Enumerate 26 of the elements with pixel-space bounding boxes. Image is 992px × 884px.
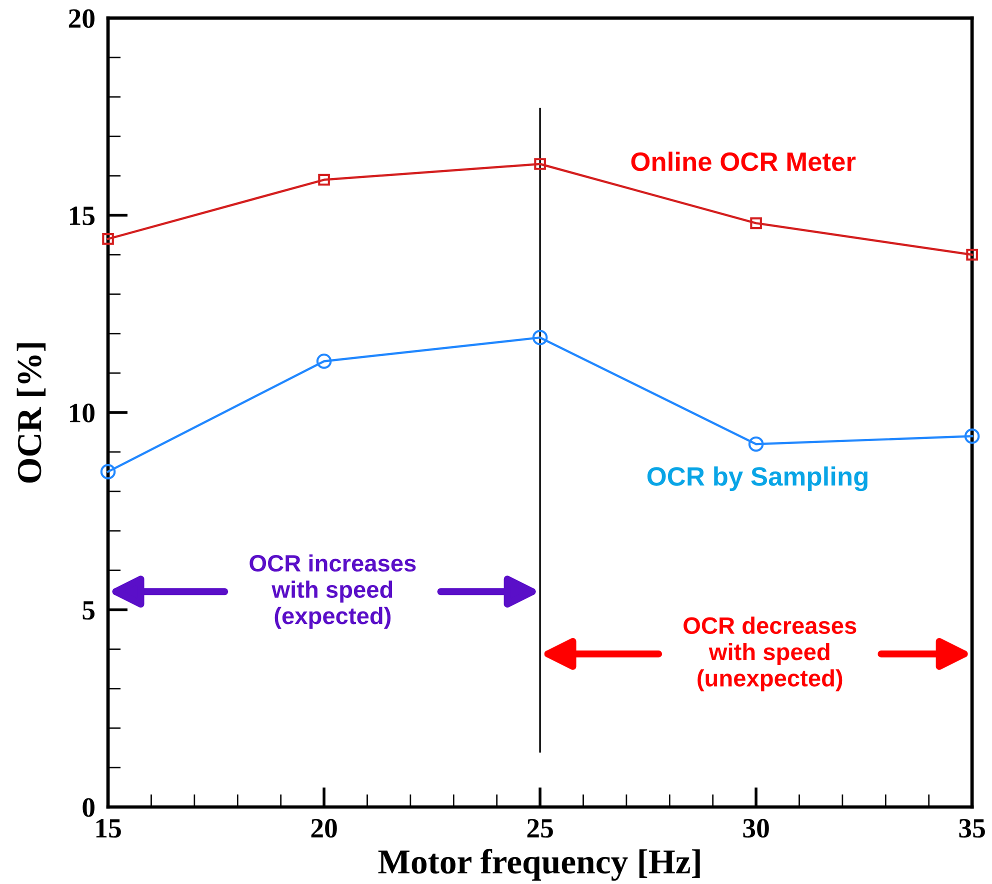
- y-tick-label: 0: [82, 798, 94, 817]
- series-label: OCR by Sampling: [647, 466, 868, 492]
- x-tick-label: 30: [743, 818, 769, 838]
- point: [316, 354, 332, 369]
- x-tick-label: 20: [311, 818, 337, 838]
- x-axis-title: Motor frequency [Hz]: [378, 848, 700, 881]
- annotation: OCR increases with speed (expected): [250, 554, 416, 629]
- x-tick-label: 15: [96, 819, 121, 838]
- y-tick-label: 20: [68, 9, 94, 28]
- point: [102, 233, 114, 245]
- point: [100, 464, 116, 480]
- point: [534, 158, 546, 170]
- point: [748, 436, 764, 452]
- point: [966, 248, 978, 261]
- y-tick-label: 15: [70, 206, 95, 226]
- point: [532, 330, 548, 346]
- point: [318, 174, 330, 186]
- x-tick-label: 35: [959, 818, 985, 838]
- y-tick-label: 10: [70, 404, 94, 422]
- y-tick-label: 5: [82, 601, 95, 620]
- point: [750, 217, 762, 230]
- y-axis-title: OCR [%]: [16, 343, 46, 483]
- series-label: Online OCR Meter: [631, 152, 856, 172]
- point: [964, 428, 980, 444]
- annotation: OCR decreases with speed (unexpected): [684, 616, 856, 692]
- x-tick-label: 25: [527, 818, 553, 838]
